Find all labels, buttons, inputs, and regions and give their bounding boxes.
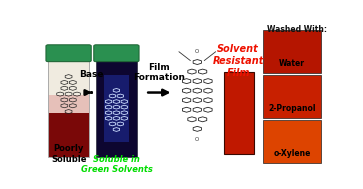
Bar [48,95,89,113]
Bar [48,60,89,156]
Text: Base: Base [79,70,104,79]
Bar [96,60,137,156]
Bar [104,75,129,142]
Bar [264,75,321,118]
FancyBboxPatch shape [46,45,91,62]
Bar [224,72,253,154]
Text: Solvent
Resistant
Film: Solvent Resistant Film [212,43,264,77]
Text: Poorly
Soluble: Poorly Soluble [51,144,86,164]
Bar [264,30,321,73]
Text: 2-Propanol: 2-Propanol [268,104,316,113]
Bar [264,120,321,163]
Text: o-Xylene: o-Xylene [273,149,311,158]
Text: Film
Formation: Film Formation [133,63,185,82]
FancyBboxPatch shape [94,45,139,62]
Text: Washed With:: Washed With: [267,25,327,34]
Text: Soluble in
Green Solvents: Soluble in Green Solvents [81,155,152,174]
Text: O: O [195,137,199,142]
Text: Water: Water [279,59,305,68]
Text: O: O [195,49,199,54]
Bar [48,113,89,156]
Bar [48,60,89,113]
